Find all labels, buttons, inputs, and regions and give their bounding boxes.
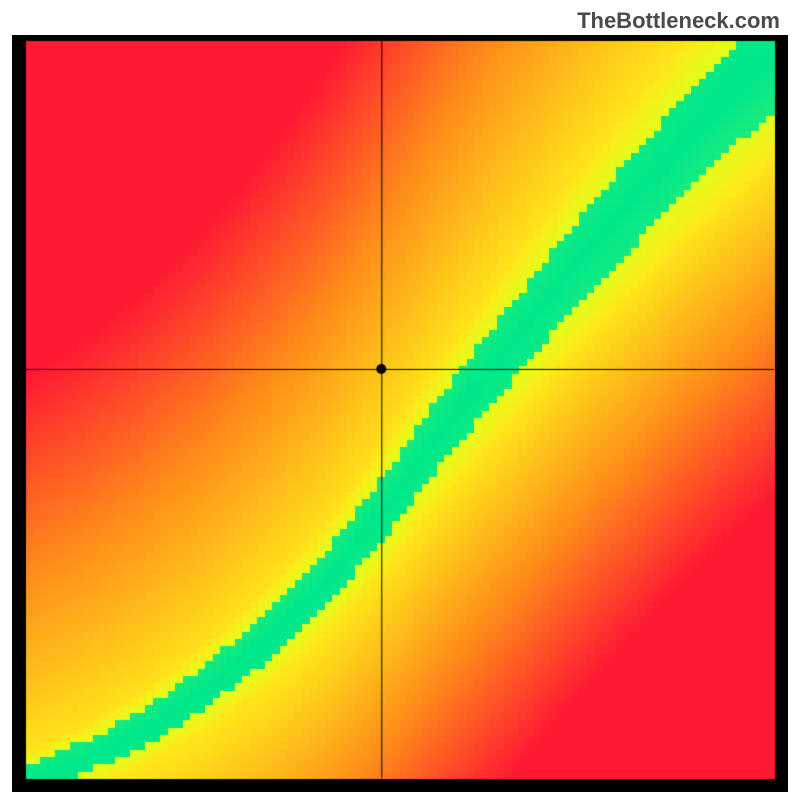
chart-container: { "watermark": "TheBottleneck.com", "cha… bbox=[0, 0, 800, 800]
heatmap-frame bbox=[12, 35, 788, 792]
heatmap-canvas bbox=[12, 35, 788, 792]
watermark-text: TheBottleneck.com bbox=[577, 8, 780, 34]
